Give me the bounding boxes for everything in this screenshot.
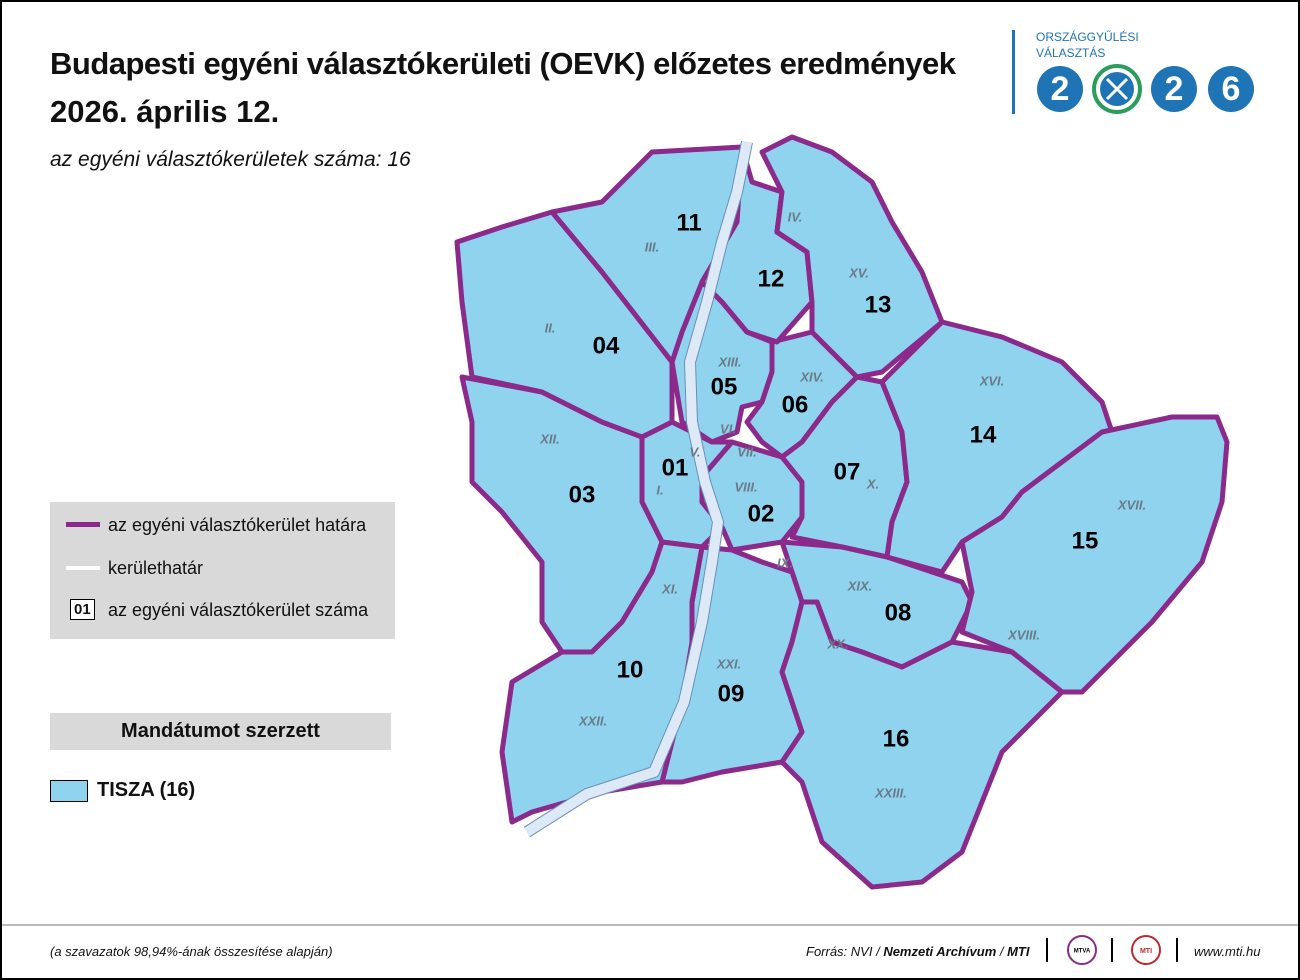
logo-digit: 2	[1165, 70, 1184, 108]
borough-label: VII.	[737, 444, 757, 459]
logo-digit: 6	[1222, 70, 1241, 108]
mandate-title: Mandátumot szerzett	[121, 720, 320, 742]
mti-logo-text: MTI	[1140, 948, 1152, 955]
logo-circle	[1208, 66, 1254, 112]
district-number: 13	[865, 291, 892, 318]
borough-label: VI.	[720, 421, 736, 436]
footer-separators	[1046, 938, 1178, 962]
title: Budapesti egyéni választókerületi (OEVK)…	[50, 46, 956, 81]
borough-label: XI.	[661, 581, 678, 596]
borough-label: IV.	[788, 209, 803, 224]
district-area	[959, 414, 1230, 695]
party-label: TISZA (16)	[97, 779, 196, 801]
district-number: 02	[748, 500, 775, 527]
district-number: 05	[711, 373, 738, 400]
mtva-logo-text: MTVA	[1074, 949, 1091, 955]
district-area	[699, 144, 815, 345]
logo-circle	[1100, 72, 1134, 106]
district-number: 03	[569, 481, 596, 508]
logo-circle	[1151, 66, 1197, 112]
legend-borough: kerülethatár	[108, 558, 204, 578]
borough-label: XIII.	[717, 354, 741, 369]
source: Forrás: NVI	[806, 944, 873, 959]
borough-label: XIV.	[799, 369, 823, 384]
mandate-header	[50, 713, 391, 750]
legend-sample-number: 01	[70, 599, 95, 620]
borough-label: XXIII.	[874, 785, 907, 800]
district-area	[699, 439, 805, 553]
archive: Nemzeti Archívum	[883, 944, 997, 959]
borough-label: XVII.	[1117, 497, 1146, 512]
district-number: 08	[885, 599, 912, 626]
mti-logo	[1131, 935, 1161, 965]
borough-label: X.	[866, 476, 879, 491]
logo-digit: 2	[1051, 70, 1070, 108]
logo-circle	[1092, 64, 1142, 114]
districts	[454, 134, 1230, 890]
district-number: 07	[834, 458, 861, 485]
district-area	[779, 539, 975, 670]
borough-label: II.	[545, 320, 556, 335]
borough-label: XIX.	[847, 578, 873, 593]
logo-line2: VÁLASZTÁS	[1036, 46, 1106, 60]
river	[524, 141, 752, 837]
footer-note: (a szavazatok 98,94%-ának összesítése al…	[50, 944, 333, 959]
borough-label: XXI.	[716, 656, 742, 671]
district-number: 12	[758, 265, 785, 292]
legend-number: az egyéni választókerület száma	[108, 600, 369, 620]
borough-label: XVIII.	[1007, 627, 1040, 642]
borough-label: IX.	[777, 555, 793, 570]
district-number: 01	[662, 454, 689, 481]
district-number: 06	[782, 391, 809, 418]
borough-label: XII.	[539, 431, 560, 446]
district-area	[669, 279, 775, 445]
district-area	[459, 374, 665, 655]
mtva-logo	[1067, 935, 1097, 965]
logo-circle	[1037, 66, 1083, 112]
legend-boundary: az egyéni választókerület határa	[108, 515, 367, 535]
logo-bar	[1012, 30, 1015, 114]
mti: MTI	[1007, 944, 1030, 959]
district-area	[779, 374, 910, 560]
district-area	[779, 599, 1065, 890]
district-area	[639, 419, 735, 550]
legend-borough-swatch	[66, 566, 100, 570]
subtitle: az egyéni választókerületek száma: 16	[50, 148, 411, 171]
district-number: 10	[617, 656, 644, 683]
borough-label: XX.	[827, 636, 849, 651]
district-number: 14	[970, 421, 997, 448]
district-area	[549, 144, 745, 365]
district-number: 16	[883, 725, 910, 752]
district-area	[879, 319, 1115, 575]
borough-label: XXII.	[578, 713, 607, 728]
district-number: 11	[676, 209, 701, 236]
footer-url: www.mti.hu	[1194, 944, 1261, 959]
district-number: 15	[1072, 527, 1099, 554]
logo-cross	[1105, 77, 1129, 101]
borough-label: VIII.	[734, 479, 757, 494]
borough-label: III.	[645, 239, 659, 254]
district-number: 09	[718, 680, 745, 707]
logo-line1: ORSZÁGGYŰLÉSI	[1036, 30, 1139, 44]
footer-rule	[2, 924, 1298, 926]
district-area	[744, 329, 860, 460]
district-number: 04	[593, 332, 620, 359]
river-outline	[523, 140, 753, 838]
title-date: 2026. április 12.	[50, 94, 280, 129]
district-area	[659, 544, 805, 785]
labels: 01 02 03 04 05 06 07 08 09 10 11 12 13 14 15 16 I. II. III…	[539, 209, 1146, 800]
legend-boundary-swatch	[66, 522, 100, 527]
party-swatch	[50, 780, 88, 802]
borough-label: V.	[689, 444, 700, 459]
borough-label: XV.	[848, 265, 869, 280]
district-area	[759, 134, 945, 380]
borough-label: XVI.	[979, 373, 1005, 388]
district-area	[499, 539, 705, 825]
borough-label: I.	[656, 482, 663, 497]
district-area	[454, 209, 675, 440]
logo-circles	[1037, 64, 1254, 965]
footer-source: Forrás: NVI / Nemzeti Archívum / MTI	[806, 944, 1030, 959]
legend-box	[50, 502, 395, 639]
